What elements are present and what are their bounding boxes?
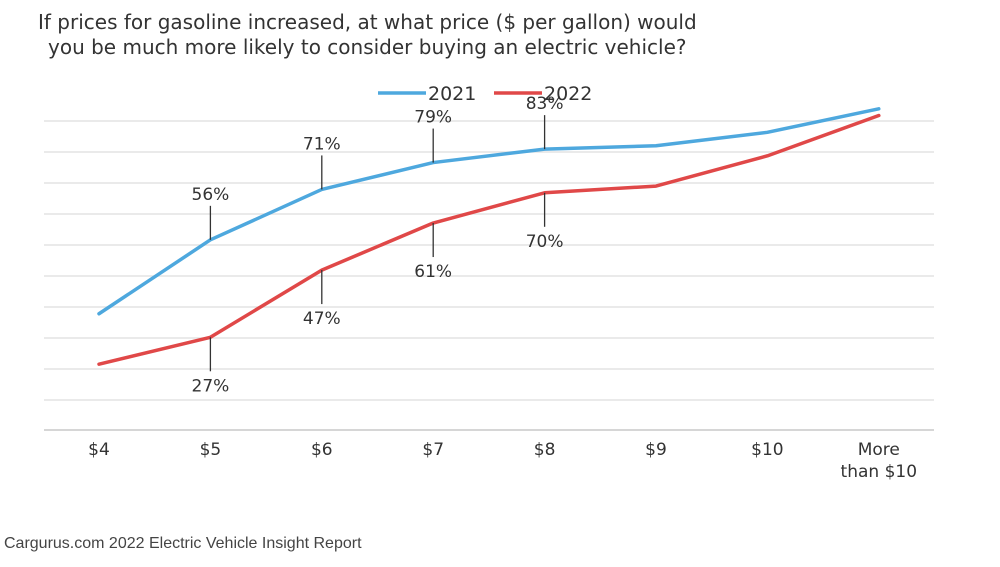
data-labels: 56% 71% 79% 83% 27% 47% 61% 70% bbox=[192, 94, 564, 396]
chart-title-line-1: If prices for gasoline increased, at wha… bbox=[38, 10, 697, 34]
series-line-2022 bbox=[97, 113, 881, 366]
x-tick-label: $9 bbox=[645, 440, 667, 460]
x-tick-label-line: than $10 bbox=[841, 462, 917, 482]
data-label-2022: 47% bbox=[303, 309, 341, 329]
x-axis-ticks: $4 $5 $6 $7 $8 $9 $10 More than $10 bbox=[88, 440, 917, 482]
line-chart: 2021 2022 $4 $5 $6 $7 $8 $9 $10 More than $10 56% 71… bbox=[44, 83, 934, 482]
chart-title: If prices for gasoline increased, at wha… bbox=[38, 10, 798, 60]
x-tick-label: $5 bbox=[200, 440, 222, 460]
legend-label-2021: 2021 bbox=[428, 83, 476, 105]
x-tick-label: $7 bbox=[422, 440, 444, 460]
x-tick-label: More than $10 bbox=[841, 440, 917, 482]
data-label-2022: 61% bbox=[414, 262, 452, 282]
legend: 2021 2022 bbox=[378, 83, 592, 105]
data-label-2022: 27% bbox=[192, 376, 230, 396]
x-tick-label-line: More bbox=[858, 440, 900, 460]
source-note: Cargurus.com 2022 Electric Vehicle Insig… bbox=[4, 535, 362, 552]
x-tick-label: $8 bbox=[534, 440, 556, 460]
data-label-2021: 56% bbox=[192, 185, 230, 205]
data-label-2021: 79% bbox=[414, 108, 452, 128]
x-tick-label: $6 bbox=[311, 440, 333, 460]
x-tick-label: $4 bbox=[88, 440, 110, 460]
series-line-2021 bbox=[97, 107, 881, 316]
legend-label-2022: 2022 bbox=[544, 83, 592, 105]
x-tick-label: $10 bbox=[751, 440, 783, 460]
data-label-2021: 71% bbox=[303, 134, 341, 154]
data-label-2022: 70% bbox=[526, 232, 564, 252]
chart-title-line-2: you be much more likely to consider buyi… bbox=[48, 35, 687, 59]
data-label-2021: 83% bbox=[526, 94, 564, 114]
gridlines bbox=[44, 120, 934, 431]
